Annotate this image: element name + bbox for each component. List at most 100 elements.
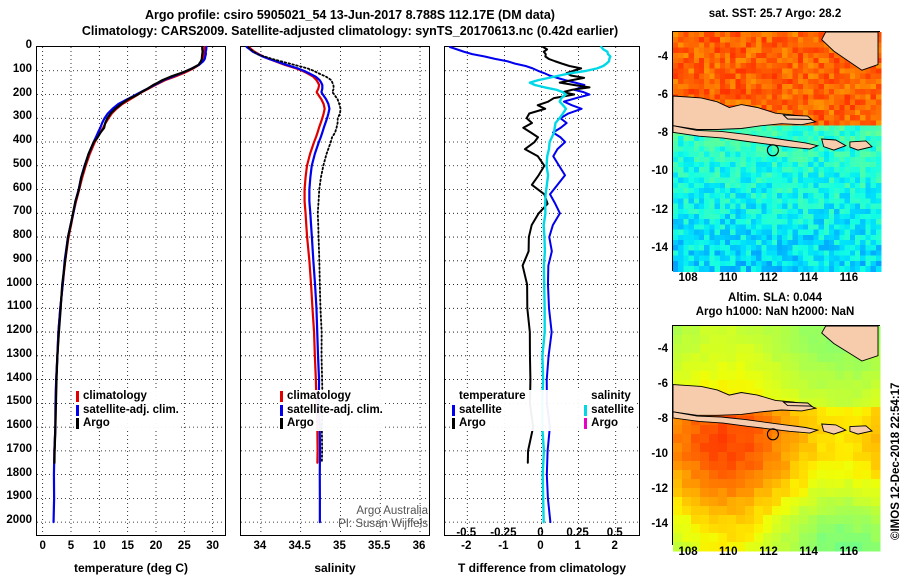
- axis-tick-label: 1000: [6, 276, 32, 289]
- legend-swatch-temp-satellite: [452, 404, 455, 416]
- axis-tick-label: 0: [39, 540, 46, 552]
- legend-label-climatology-sal: climatology: [287, 390, 351, 402]
- legend-swatch-argo: [76, 418, 79, 430]
- legend-swatch-satellite-adj: [76, 404, 79, 416]
- axis-tick-label: 1300: [6, 347, 32, 360]
- axis-tick-label: 20: [149, 540, 163, 552]
- axis-tick-label: 34: [253, 540, 267, 552]
- axis-tick-label: 34.5: [288, 540, 311, 552]
- axis-tick-label: 25: [177, 540, 191, 552]
- legend-swatch-sal-argo: [584, 418, 588, 430]
- legend-label-sal-argo: Argo: [591, 417, 619, 429]
- axis-tick-label: 1500: [6, 395, 32, 408]
- temperature-profile-plot: [36, 45, 226, 536]
- legend-label-temp-satellite: satellite: [459, 403, 502, 416]
- axis-tick-label: 2: [611, 540, 618, 552]
- axis-tick-label: 0: [537, 527, 544, 539]
- legend-header-temperature: temperature: [459, 390, 526, 402]
- difference-legend-temperature-column: temperature satellite Argo: [452, 390, 525, 431]
- legend-item-satellite-adj: satellite-adj. clim.: [76, 404, 179, 418]
- axis-tick-label: 36: [412, 540, 426, 552]
- axis-tick-label: 800: [12, 229, 32, 242]
- axis-tick-label: 600: [12, 181, 32, 194]
- legend-swatch-climatology: [76, 391, 79, 403]
- copyright-label: ©IMOS 12-Dec-2018 22:54:17: [890, 382, 900, 540]
- axis-tick-label: 30: [206, 540, 220, 552]
- axis-tick-label: 10: [92, 540, 106, 552]
- axis-tick-label: 116: [839, 546, 859, 558]
- legend-label-satellite-adj: satellite-adj. clim.: [83, 403, 179, 416]
- axis-tick-label: 114: [799, 272, 818, 284]
- axis-tick-label: 108: [678, 272, 698, 284]
- sla-map: [672, 325, 881, 552]
- axis-tick-label: 300: [12, 110, 32, 123]
- legend-label-sal-satellite: satellite: [591, 403, 634, 416]
- axis-tick-label: 116: [839, 272, 859, 284]
- salinity-profile-plot: [240, 45, 430, 536]
- axis-tick-label: 112: [759, 272, 778, 284]
- axis-tick-label: -12: [651, 482, 668, 495]
- legend-header-salinity: salinity: [591, 390, 631, 402]
- credit-org: Argo Australia: [356, 505, 428, 517]
- axis-tick-label: 112: [759, 546, 778, 558]
- axis-tick-label: 110: [718, 272, 738, 284]
- axis-tick-label: 108: [678, 546, 698, 558]
- axis-tick-label: 900: [12, 252, 32, 265]
- axis-tick-label: -14: [651, 517, 668, 530]
- axis-tick-label: 0.25: [566, 527, 589, 539]
- axis-tick-label: 1700: [6, 442, 32, 455]
- difference-profile-plot: [444, 45, 640, 536]
- axis-tick-label: -0.25: [490, 527, 517, 539]
- figure-title-line1: Argo profile: csiro 5905021_54 13-Jun-20…: [145, 8, 555, 22]
- legend-swatch-sal-satellite: [584, 404, 588, 416]
- axis-tick-label: 114: [799, 546, 818, 558]
- salinity-axis-label: salinity: [314, 561, 356, 575]
- difference-legend: temperature satellite Argo salinity sate…: [452, 390, 634, 431]
- legend-item-temp-argo: Argo: [452, 417, 525, 431]
- axis-tick-label: -2: [461, 540, 472, 552]
- axis-tick-label: 700: [12, 205, 32, 218]
- legend-item-sal-satellite: satellite: [584, 404, 634, 418]
- axis-tick-label: 1200: [6, 324, 32, 337]
- axis-tick-label: -0.5: [456, 527, 477, 539]
- axis-tick-label: -14: [651, 241, 668, 254]
- axis-tick-label: 5: [67, 540, 75, 552]
- axis-tick-label: 1800: [6, 466, 32, 479]
- sla-map-title-line1: Altim. SLA: 0.044: [728, 292, 822, 304]
- legend-label-temp-argo: Argo: [459, 417, 486, 429]
- axis-tick-label: 35: [333, 540, 346, 552]
- axis-tick-label: 2000: [6, 514, 32, 527]
- axis-tick-label: 0: [25, 39, 32, 51]
- legend-item-temp-satellite: satellite: [452, 404, 525, 418]
- axis-tick-label: 35.5: [368, 540, 391, 552]
- axis-tick-label: 110: [718, 546, 738, 558]
- axis-tick-label: 1900: [6, 490, 32, 503]
- axis-tick-label: 100: [12, 62, 32, 75]
- salinity-legend: climatology satellite-adj. clim. Argo: [280, 390, 383, 431]
- difference-legend-salinity-column: salinity satellite Argo: [584, 390, 634, 431]
- axis-tick-label: 1600: [6, 419, 32, 432]
- axis-tick-label: 1400: [6, 371, 32, 384]
- legend-swatch-argo-sal: [280, 418, 283, 430]
- legend-label-argo: Argo: [83, 417, 110, 429]
- legend-swatch-climatology-sal: [280, 391, 283, 403]
- axis-tick-label: -10: [651, 447, 668, 460]
- axis-tick-label: 0.5: [606, 527, 623, 539]
- legend-label-argo-sal: Argo: [287, 417, 314, 429]
- legend-swatch-satellite-adj-sal: [280, 404, 283, 416]
- axis-tick-label: 400: [12, 134, 32, 147]
- legend-label-climatology: climatology: [83, 390, 147, 402]
- legend-item-satellite-adj-sal: satellite-adj. clim.: [280, 404, 383, 418]
- t-difference-axis-label: T difference from climatology: [457, 561, 627, 575]
- legend-swatch-temp-argo: [452, 418, 455, 430]
- axis-tick-label: -6: [657, 88, 668, 101]
- axis-tick-label: -4: [657, 342, 668, 355]
- legend-item-argo-sal: Argo: [280, 417, 383, 431]
- axis-tick-label: 15: [121, 540, 135, 552]
- temperature-legend: climatology satellite-adj. clim. Argo: [76, 390, 179, 431]
- sla-map-title-line2: Argo h1000: NaN h2000: NaN: [695, 306, 855, 318]
- axis-tick-label: -8: [657, 412, 668, 425]
- axis-tick-label: 500: [12, 157, 32, 170]
- legend-label-satellite-adj-sal: satellite-adj. clim.: [287, 403, 383, 416]
- sst-map: [672, 31, 882, 272]
